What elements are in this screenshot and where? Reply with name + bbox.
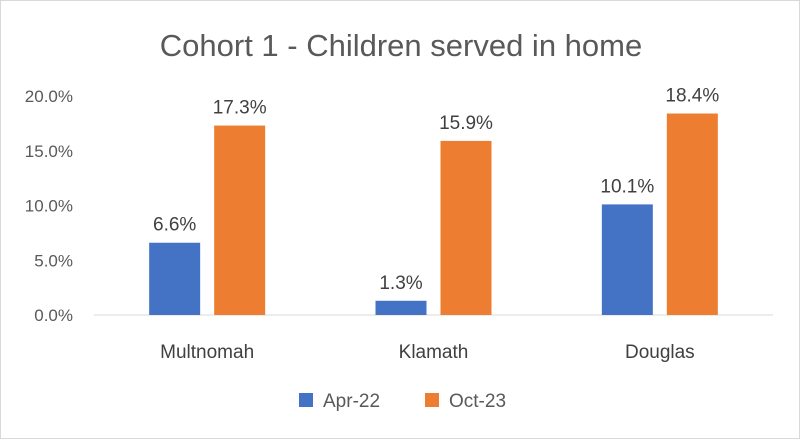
- x-category-label: Multnomah: [160, 342, 254, 363]
- y-tick-label: 10.0%: [25, 197, 73, 216]
- legend-swatch-oct-23: [425, 393, 439, 407]
- bars: [149, 113, 718, 316]
- bar-oct-23-multnomah: [214, 125, 266, 315]
- bar-oct-23-klamath: [440, 140, 492, 315]
- bar-apr-22-multnomah: [149, 242, 201, 315]
- bar-apr-22-douglas: [601, 204, 653, 315]
- data-label: 10.1%: [600, 176, 654, 197]
- y-axis: 0.0% 5.0% 10.0% 15.0% 20.0%: [25, 87, 73, 325]
- data-labels: 6.6% 17.3% 1.3% 15.9% 10.1% 18.4%: [153, 86, 719, 294]
- y-tick-label: 20.0%: [25, 87, 73, 106]
- bar-apr-22-klamath: [375, 300, 427, 315]
- bar-oct-23-douglas: [666, 113, 718, 316]
- x-axis: Multnomah Klamath Douglas: [160, 342, 695, 363]
- x-category-label: Klamath: [399, 342, 469, 363]
- y-tick-label: 5.0%: [34, 251, 73, 270]
- data-label: 17.3%: [213, 98, 267, 119]
- legend-label: Oct-23: [449, 391, 506, 412]
- y-tick-label: 15.0%: [25, 142, 73, 161]
- legend-swatch-apr-22: [299, 393, 313, 407]
- y-tick-label: 0.0%: [34, 306, 73, 325]
- legend: Apr-22 Oct-23: [299, 391, 506, 412]
- legend-label: Apr-22: [323, 391, 380, 412]
- data-label: 15.9%: [439, 113, 493, 134]
- data-label: 6.6%: [153, 215, 196, 236]
- chart-title: Cohort 1 - Children served in home: [160, 28, 642, 63]
- data-label: 18.4%: [665, 86, 719, 107]
- x-category-label: Douglas: [625, 342, 695, 363]
- data-label: 1.3%: [379, 273, 422, 294]
